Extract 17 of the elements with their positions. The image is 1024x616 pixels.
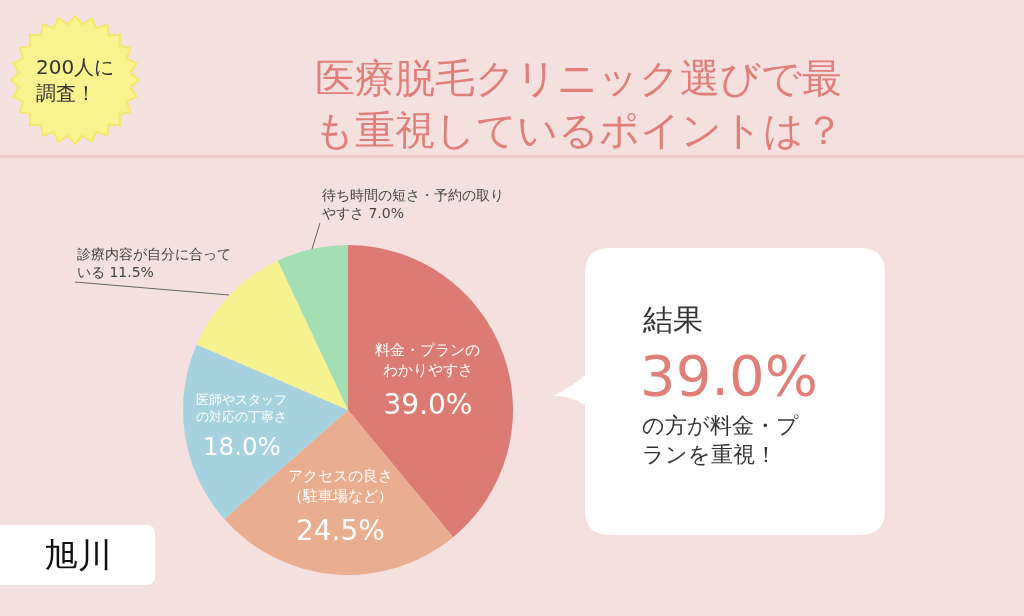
text: 旭川: [44, 535, 112, 575]
text: 39.0%: [640, 343, 818, 408]
data-label: 39.0%: [383, 387, 473, 421]
slice-label: 診療内容が自分に合っている 11.5%: [77, 246, 231, 281]
text: 200人に調査！: [36, 55, 115, 105]
text: 結果: [642, 302, 703, 337]
data-label: 24.5%: [295, 513, 385, 547]
pie-slice: [196, 260, 348, 410]
slice-label: 料金・プランのわかりやすさ: [375, 341, 481, 379]
data-label: 18.0%: [203, 432, 281, 462]
slice-label: アクセスの良さ（駐車場など）: [287, 467, 393, 505]
pie-slice: [277, 245, 348, 410]
slice-label: 医師やスタッフの対応の丁寧さ: [196, 392, 288, 425]
text: の方が料金・プランを重視！: [642, 413, 799, 467]
slice-label: 待ち時間の短さ・予約の取りやすさ 7.0%: [322, 187, 504, 222]
chart-title: 医療脱毛クリニック選びで最も重視しているポイントは？: [313, 55, 844, 154]
pie-slice: [183, 344, 348, 520]
